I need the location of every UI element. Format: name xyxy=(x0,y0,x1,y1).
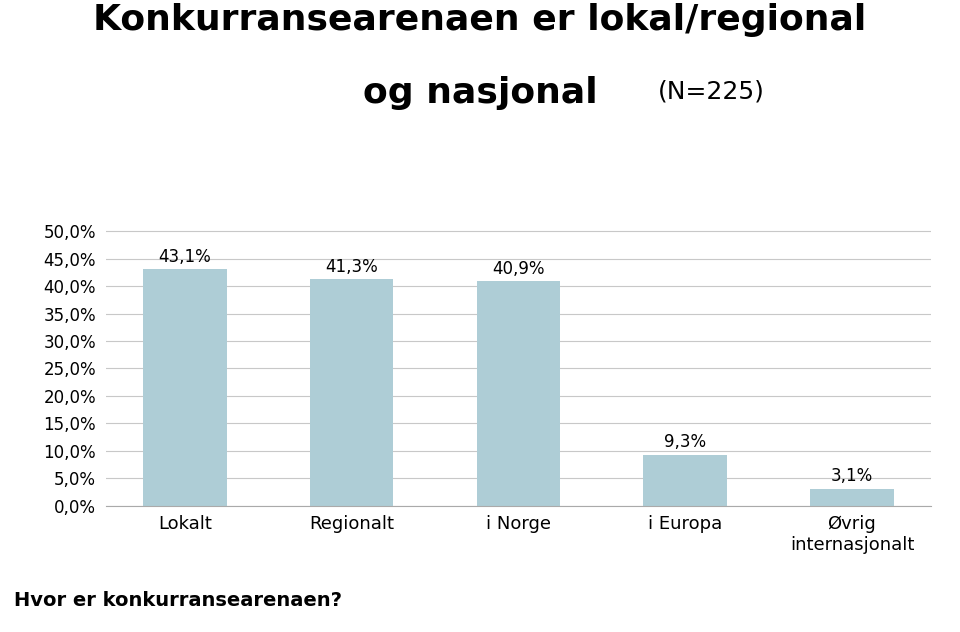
Text: og nasjonal: og nasjonal xyxy=(363,76,597,110)
Text: Hvor er konkurransearenaen?: Hvor er konkurransearenaen? xyxy=(14,591,343,610)
Text: 3,1%: 3,1% xyxy=(830,467,873,485)
Bar xyxy=(810,489,894,506)
Text: BI: BI xyxy=(883,590,907,611)
Text: 41,3%: 41,3% xyxy=(325,258,378,276)
Bar xyxy=(477,281,560,506)
Text: Konkurransearenaen er lokal/regional: Konkurransearenaen er lokal/regional xyxy=(93,3,867,37)
Text: (N=225): (N=225) xyxy=(658,79,764,103)
Text: 40,9%: 40,9% xyxy=(492,260,544,278)
Text: 9,3%: 9,3% xyxy=(664,434,707,451)
Bar xyxy=(310,279,394,506)
Bar xyxy=(143,269,227,506)
Bar xyxy=(643,454,727,506)
Text: 43,1%: 43,1% xyxy=(158,248,211,266)
